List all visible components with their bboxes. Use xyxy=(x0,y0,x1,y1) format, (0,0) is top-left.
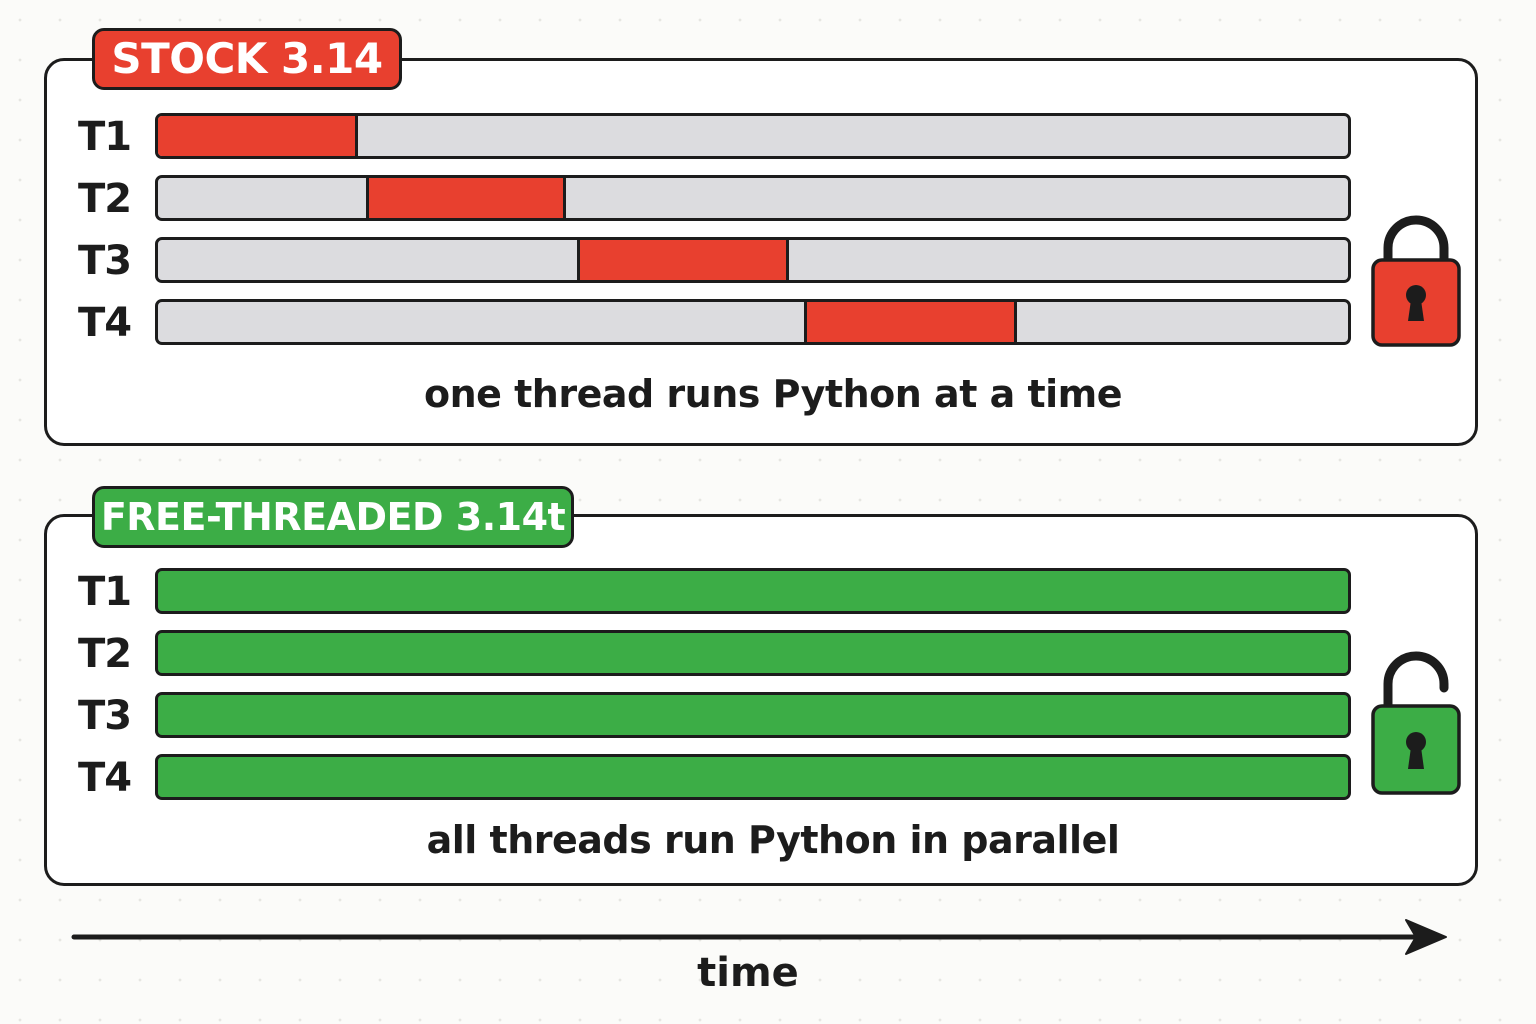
free-thread-label-t4: T4 xyxy=(78,755,132,801)
free-thread-track-t3 xyxy=(155,692,1351,738)
closed-padlock-icon xyxy=(1371,215,1461,347)
stock-active-segment xyxy=(804,302,1018,342)
stock-tag: STOCK 3.14 xyxy=(92,28,402,90)
stock-thread-label-t4: T4 xyxy=(78,300,132,346)
free-thread-track-t1 xyxy=(155,568,1351,614)
stock-thread-label-t1: T1 xyxy=(78,114,132,160)
free-thread-track-t2 xyxy=(155,630,1351,676)
free-thread-label-t1: T1 xyxy=(78,569,132,615)
open-padlock-icon xyxy=(1371,651,1461,795)
stock-thread-track-t2 xyxy=(155,175,1351,221)
free-thread-label-t2: T2 xyxy=(78,631,132,677)
stock-active-segment xyxy=(158,116,358,156)
right-arrow-icon xyxy=(1405,919,1447,955)
stock-thread-label-t3: T3 xyxy=(78,238,132,284)
stock-thread-track-t3 xyxy=(155,237,1351,283)
stock-thread-track-t1 xyxy=(155,113,1351,159)
free-threaded-tag: FREE-THREADED 3.14t xyxy=(92,486,574,548)
free-thread-label-t3: T3 xyxy=(78,693,132,739)
time-axis xyxy=(71,919,1447,955)
stock-thread-track-t4 xyxy=(155,299,1351,345)
free-thread-track-t4 xyxy=(155,754,1351,800)
stock-active-segment xyxy=(366,178,567,218)
stock-caption: one thread runs Python at a time xyxy=(423,372,1123,416)
stock-thread-label-t2: T2 xyxy=(78,176,132,222)
stock-active-segment xyxy=(576,240,789,280)
free-threaded-caption: all threads run Python in parallel xyxy=(426,818,1120,862)
time-axis-label: time xyxy=(697,950,799,996)
